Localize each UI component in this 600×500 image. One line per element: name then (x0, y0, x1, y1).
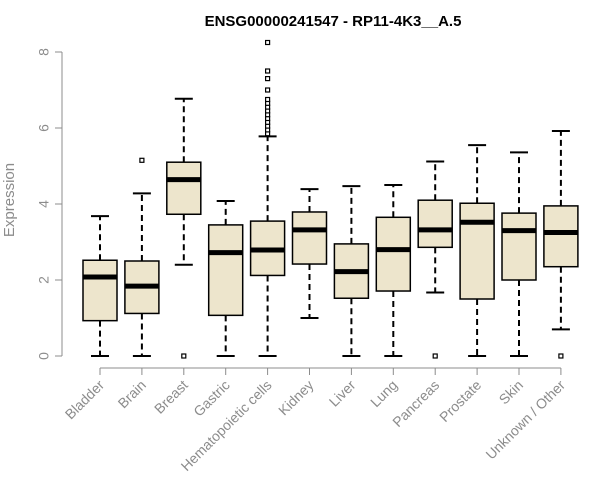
y-tick-label: 6 (36, 124, 52, 132)
outlier-point (265, 75, 271, 82)
x-tick-label: Liver (326, 377, 359, 410)
box-iqr (166, 161, 202, 216)
x-tick-label: Breast (151, 377, 191, 417)
chart-title: ENSG00000241547 - RP11-4K3__A.5 (205, 13, 462, 30)
outlier-point (558, 353, 564, 359)
box-group (543, 130, 579, 359)
box-group (459, 144, 495, 357)
outlier-point (265, 68, 271, 74)
outlier-point (265, 39, 271, 46)
box-iqr (543, 205, 579, 268)
box-group (291, 188, 328, 319)
box-iqr (417, 199, 453, 249)
box-iqr (501, 212, 537, 281)
x-tick-label: Bladder (62, 377, 108, 423)
box-group (207, 199, 244, 357)
x-tick-label: Kidney (275, 377, 317, 419)
outlier-point (265, 96, 271, 103)
x-tick-label: Skin (496, 377, 527, 408)
y-tick-label: 4 (36, 200, 52, 208)
box-group (249, 39, 286, 357)
x-tick-label: Brain (115, 377, 149, 411)
x-tick-label: Lung (367, 377, 400, 410)
box-iqr (291, 211, 328, 265)
x-tick-label: Prostate (436, 377, 484, 425)
box-group (375, 184, 412, 357)
outlier-point (181, 353, 187, 359)
box-iqr (375, 216, 412, 292)
outlier-point (432, 353, 438, 359)
box-group (124, 157, 160, 357)
y-axis: 0 2 4 6 8 (36, 48, 63, 360)
outlier-point (265, 87, 271, 93)
box-iqr (82, 259, 118, 322)
outlier-point (139, 157, 145, 163)
x-tick-label: Unknown / Other (482, 377, 568, 463)
boxplot-series (82, 39, 579, 359)
box-group (166, 97, 202, 359)
box-iqr (207, 224, 244, 317)
x-tick-label: Pancreas (389, 377, 442, 430)
y-tick-label: 2 (36, 276, 52, 284)
y-tick-label: 0 (36, 352, 52, 360)
box-group (82, 215, 118, 357)
box-iqr (459, 202, 495, 300)
box-group (417, 160, 453, 359)
y-axis-label: Expression (1, 163, 18, 237)
y-tick-label: 8 (36, 48, 52, 56)
box-group (333, 185, 370, 357)
box-group (501, 151, 537, 357)
